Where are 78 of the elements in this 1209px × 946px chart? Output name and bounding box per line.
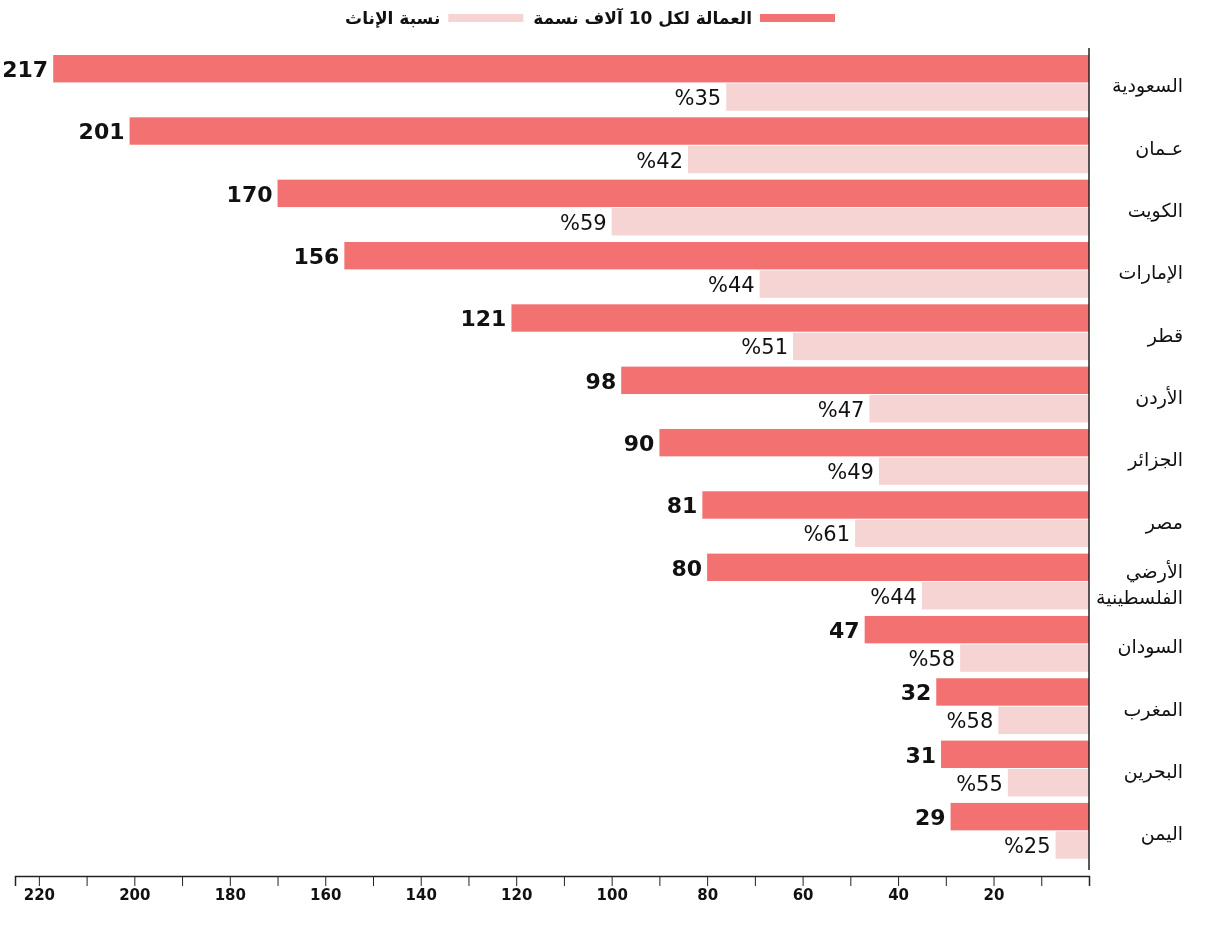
bar xyxy=(998,706,1089,735)
bar xyxy=(688,145,1089,174)
x-tick-label: 100 xyxy=(596,885,628,904)
bar xyxy=(659,428,1089,457)
y-tick-label: مصر xyxy=(1144,510,1183,534)
bar xyxy=(1007,769,1089,797)
bar xyxy=(53,55,1089,83)
bar xyxy=(855,519,1089,548)
x-tick-label: 140 xyxy=(405,885,437,904)
y-tick-label: الإمارات xyxy=(1118,261,1183,285)
data-label: 81 xyxy=(666,493,698,519)
y-tick-label: السعودية xyxy=(1112,74,1183,98)
bar xyxy=(936,678,1089,706)
data-label: 121 xyxy=(460,306,507,332)
data-label: 90 xyxy=(623,431,655,457)
x-tick-label: 80 xyxy=(697,885,719,904)
bar xyxy=(950,802,1089,831)
y-tick-label: الأردن xyxy=(1135,386,1183,410)
x-tick-label: 60 xyxy=(792,885,814,904)
data-label: 31 xyxy=(905,742,937,768)
annotation: %44 xyxy=(870,584,917,609)
y-tick-label: الكويت xyxy=(1127,199,1183,223)
annotation: %44 xyxy=(707,273,755,298)
bar xyxy=(793,332,1089,361)
data-label: 156 xyxy=(293,244,340,270)
data-label: 47 xyxy=(829,618,860,644)
bar xyxy=(864,615,1089,644)
y-tick-label: البحرين xyxy=(1123,759,1183,783)
annotation: %55 xyxy=(956,771,1003,796)
annotation: %61 xyxy=(803,522,851,547)
bar xyxy=(707,553,1089,582)
data-label: 32 xyxy=(900,680,932,706)
data-label: 29 xyxy=(914,805,946,831)
annotation: %42 xyxy=(636,148,684,173)
bar xyxy=(726,83,1089,111)
y-tick-label: السودان xyxy=(1117,635,1183,659)
y-tick-label: المغرب xyxy=(1123,697,1183,721)
x-tick-label: 120 xyxy=(501,885,533,904)
bar xyxy=(921,582,1089,610)
bar xyxy=(869,395,1089,423)
x-tick-label: 20 xyxy=(983,885,1005,904)
bar xyxy=(759,270,1089,298)
data-label: 80 xyxy=(671,555,703,581)
annotation: %25 xyxy=(1003,834,1051,859)
x-tick-label: 220 xyxy=(23,885,56,904)
annotation: %58 xyxy=(946,709,994,734)
data-label: 170 xyxy=(226,181,273,207)
bar xyxy=(1055,831,1089,859)
annotation: %35 xyxy=(674,86,722,111)
bar xyxy=(129,117,1089,145)
y-tick-label: قطر xyxy=(1146,323,1183,347)
bar xyxy=(344,241,1089,270)
annotation: %59 xyxy=(559,210,607,235)
bar xyxy=(702,491,1089,519)
bar xyxy=(941,740,1089,768)
y-tick-label: الجزائر xyxy=(1127,448,1183,472)
bar xyxy=(277,179,1089,208)
x-tick-label: 200 xyxy=(119,885,151,904)
annotation: %49 xyxy=(827,460,874,485)
y-tick-label: عـمان xyxy=(1135,136,1183,159)
y-tick-label: الأرضي الفلسطينية xyxy=(1096,559,1183,608)
bar xyxy=(960,644,1089,672)
bar xyxy=(621,366,1089,395)
bar xyxy=(511,304,1089,332)
legend-label: نسبة الإناث xyxy=(345,8,441,29)
legend-label: العمالة لكل 10 آلاف نسمة xyxy=(533,7,752,29)
data-label: 201 xyxy=(78,119,125,145)
x-tick-label: 180 xyxy=(214,885,246,904)
annotation: %47 xyxy=(817,397,865,422)
data-label: 98 xyxy=(585,368,617,394)
x-tick-label: 160 xyxy=(310,885,342,904)
bar xyxy=(878,457,1089,485)
y-tick-label: اليمن xyxy=(1140,822,1183,846)
data-label: 217 xyxy=(2,57,49,83)
annotation: %58 xyxy=(908,647,956,672)
bar xyxy=(611,208,1089,236)
x-tick-label: 40 xyxy=(888,885,909,904)
annotation: %51 xyxy=(741,335,789,360)
